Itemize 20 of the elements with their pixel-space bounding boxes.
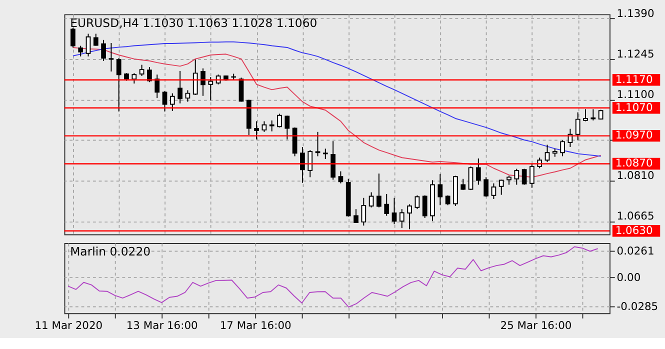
x-tick-label: 25 Mar 16:00: [500, 319, 572, 332]
chart-title: Marlin 0.0220: [70, 244, 151, 259]
ref-line-label: 1.1170: [615, 72, 653, 86]
y-tick-label: 1.0810: [616, 169, 654, 182]
y-tick-label: -0.0285: [616, 300, 658, 313]
ref-line-label: 1.0870: [615, 156, 653, 170]
x-tick-label: 13 Mar 16:00: [126, 319, 198, 332]
y-tick-label: 0.0261: [616, 244, 654, 258]
y-tick-label: 1.1390: [616, 6, 654, 20]
y-tick-label: 1.1245: [616, 47, 654, 60]
line-series: [68, 246, 598, 308]
ref-line-label: 1.0630: [615, 224, 653, 237]
y-tick-label: 1.1100: [616, 88, 654, 102]
ref-line-label: 1.0970: [615, 128, 653, 142]
x-tick-label: 11 Mar 2020: [34, 319, 103, 332]
ref-line-label: 1.1070: [615, 100, 653, 114]
x-tick-label: 17 Mar 16:00: [220, 319, 292, 332]
chart-title: EURUSD,H4 1.1030 1.1063 1.1028 1.1060: [70, 16, 318, 30]
y-tick-label: 1.0665: [616, 210, 654, 223]
y-tick-label: 0.00: [616, 270, 641, 284]
